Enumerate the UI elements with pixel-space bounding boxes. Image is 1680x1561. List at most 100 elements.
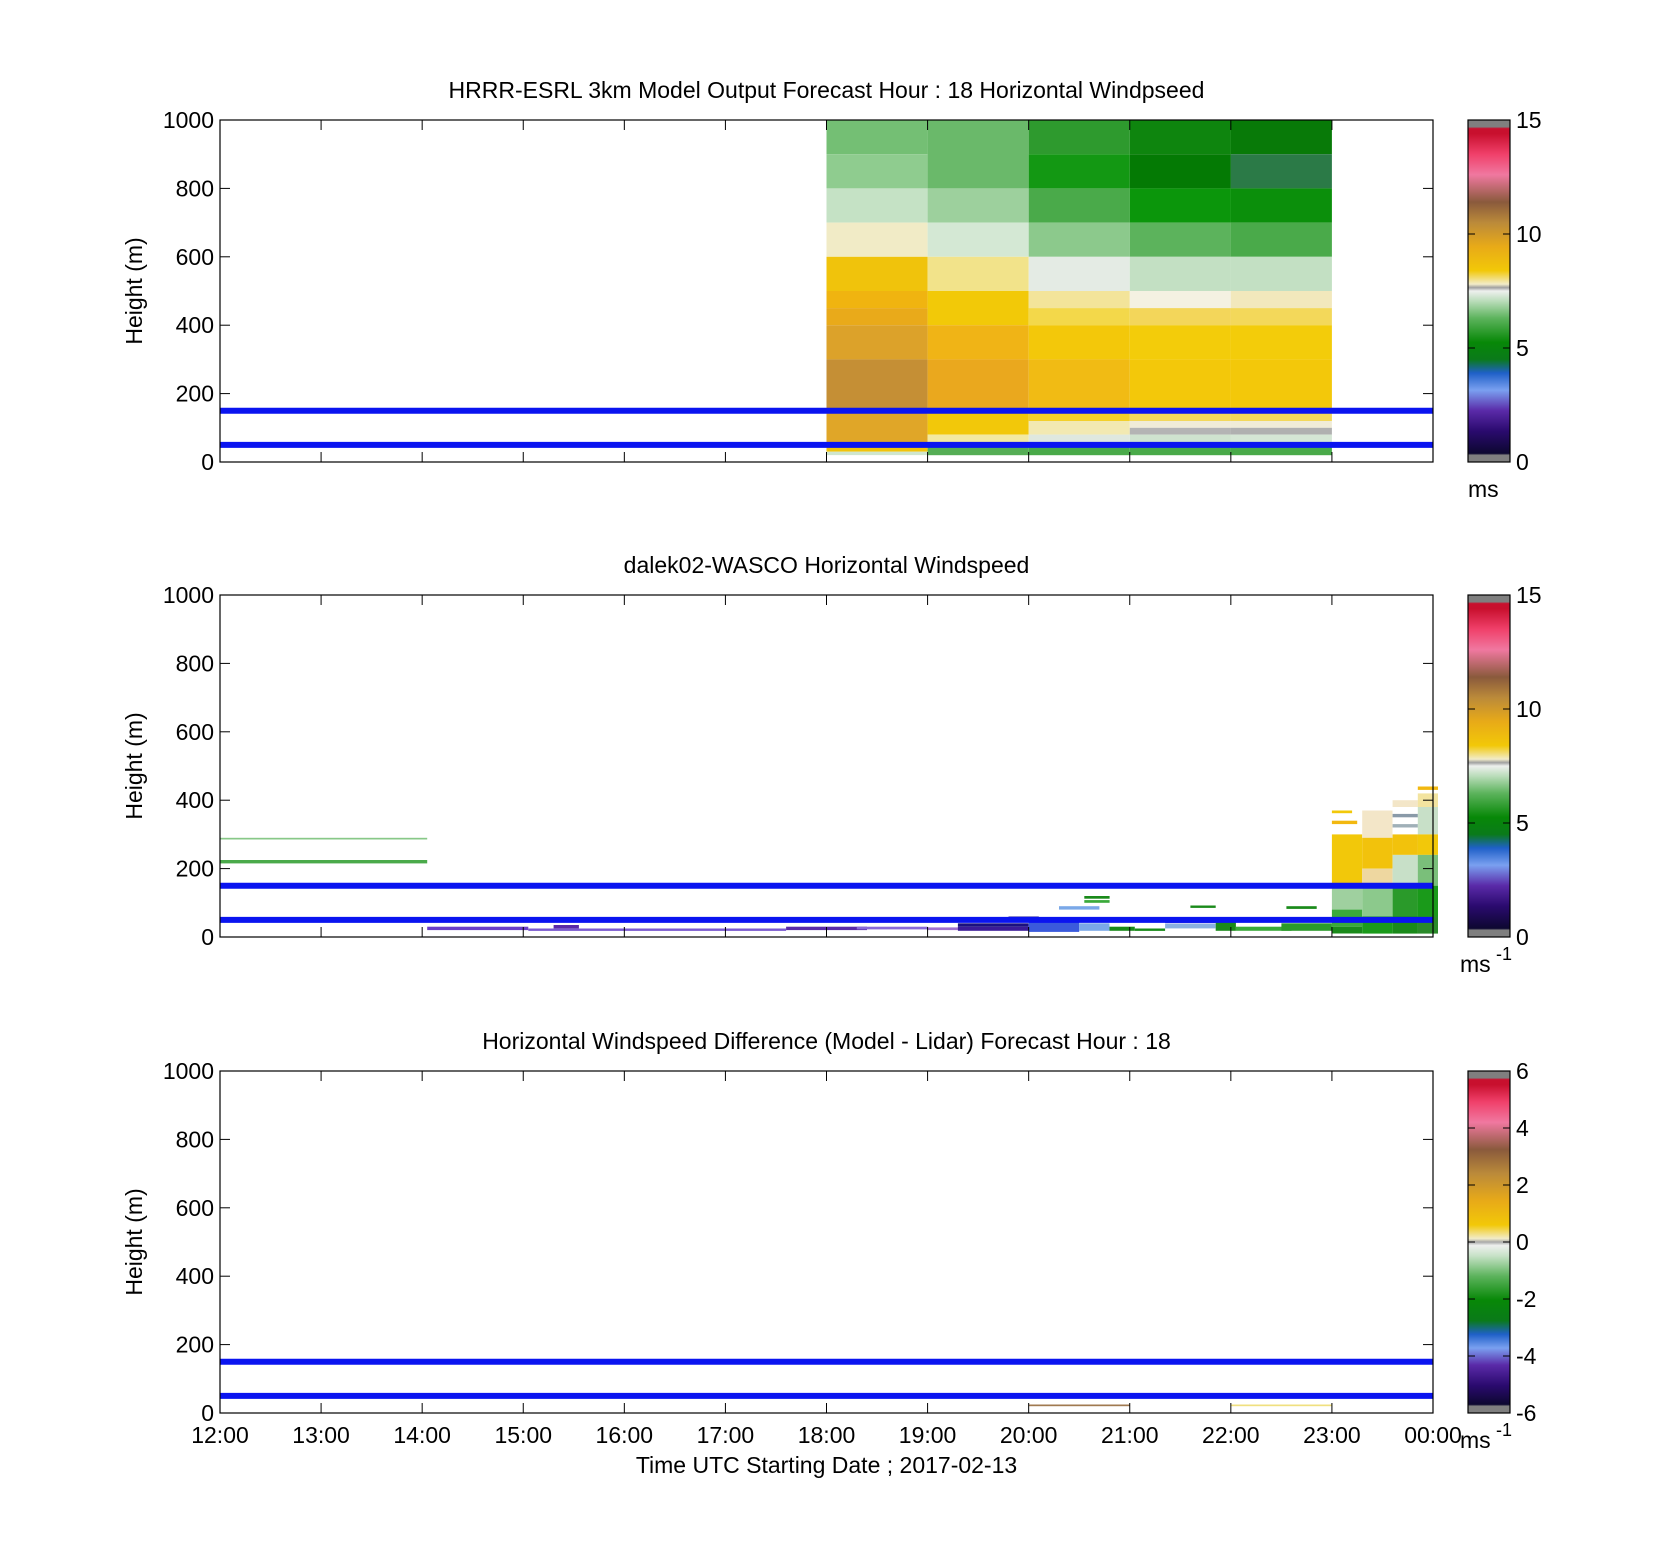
colorbar — [1467, 119, 1511, 463]
data-cell — [826, 291, 928, 309]
data-cell — [1331, 834, 1363, 886]
data-cell — [1230, 359, 1332, 411]
data-cell — [927, 444, 1029, 456]
data-cell — [1417, 885, 1438, 917]
data-cell — [1417, 807, 1438, 835]
y-tick-label: 1000 — [163, 107, 214, 133]
data-cell — [1028, 421, 1130, 435]
colorbar-unit-superscript: -1 — [1496, 1420, 1512, 1440]
y-tick-label: 1000 — [163, 582, 214, 608]
y-tick-label: 400 — [176, 312, 214, 338]
data-cell — [927, 410, 1029, 435]
y-axis-label: Height (m) — [121, 237, 147, 344]
data-cell — [1230, 120, 1332, 155]
y-tick-label: 200 — [176, 856, 214, 882]
data-cell — [957, 923, 1029, 927]
data-cell — [1392, 885, 1418, 917]
colorbar-tick-label: 0 — [1516, 449, 1529, 475]
data-cell — [1235, 926, 1292, 931]
panel-title: dalek02-WASCO Horizontal Windspeed — [624, 552, 1030, 578]
data-cell — [1392, 813, 1418, 818]
colorbar-unit-superscript: -1 — [1496, 944, 1512, 964]
data-cell — [1230, 325, 1332, 360]
data-cell — [927, 222, 1029, 257]
data-cell — [1028, 291, 1130, 309]
data-cell — [1230, 188, 1332, 223]
data-cell — [1362, 885, 1393, 917]
data-cell — [1215, 921, 1236, 931]
data-cell — [1362, 837, 1393, 869]
x-tick-label: 00:00 — [1404, 1422, 1462, 1448]
colorbar-tick-label: -6 — [1516, 1400, 1536, 1426]
x-tick-label: 19:00 — [899, 1422, 957, 1448]
data-cell — [1331, 820, 1358, 825]
data-cell — [1129, 421, 1231, 428]
data-cell — [1028, 308, 1130, 326]
data-cell — [1129, 222, 1231, 257]
x-tick-label: 22:00 — [1202, 1422, 1260, 1448]
y-tick-label: 400 — [176, 1263, 214, 1289]
data-cell — [826, 154, 928, 189]
data-cell — [927, 120, 1029, 189]
data-cell — [1059, 906, 1100, 910]
data-cell — [826, 359, 928, 411]
y-tick-label: 400 — [176, 787, 214, 813]
data-cell — [826, 256, 928, 291]
data-cell — [427, 926, 529, 931]
y-tick-label: 800 — [176, 650, 214, 676]
data-cell — [1230, 1404, 1332, 1407]
colorbar-tick-label: 5 — [1516, 335, 1529, 361]
data-cell — [927, 188, 1029, 223]
x-tick-label: 17:00 — [697, 1422, 755, 1448]
data-cell — [1028, 154, 1130, 189]
data-cell — [1129, 308, 1231, 326]
data-cell — [553, 925, 579, 929]
data-cell — [1084, 896, 1110, 899]
x-tick-label: 23:00 — [1303, 1422, 1361, 1448]
data-cell — [1028, 256, 1130, 291]
data-cell — [1079, 923, 1110, 931]
data-cell — [1230, 427, 1332, 435]
data-cell — [1230, 444, 1332, 456]
y-tick-label: 600 — [176, 719, 214, 745]
data-cell — [1028, 444, 1130, 456]
data-cell — [1230, 421, 1332, 428]
data-cell — [220, 837, 428, 840]
data-cell — [1165, 924, 1216, 929]
data-cell — [1129, 359, 1231, 411]
data-cell — [1028, 325, 1130, 360]
data-cell — [1362, 810, 1393, 838]
panel-2: 0 200 400 600 800 1000 dalek02-WASCO Horizonta… — [121, 552, 1542, 977]
data-cell — [1331, 885, 1363, 910]
data-cell — [1417, 854, 1438, 886]
colorbar-unit: ms — [1460, 951, 1491, 977]
data-cell — [826, 444, 928, 452]
data-cell — [856, 926, 928, 930]
data-cell — [1028, 222, 1130, 257]
colorbar-tick-label: 2 — [1516, 1172, 1529, 1198]
data-cell — [1230, 410, 1332, 421]
data-cell — [927, 291, 1029, 326]
colorbar-unit: ms — [1468, 476, 1499, 502]
data-cell — [826, 222, 928, 257]
data-cell — [1028, 188, 1130, 223]
colorbar-tick-label: -4 — [1516, 1343, 1537, 1369]
data-cell — [1028, 434, 1130, 445]
data-cells — [826, 120, 1332, 456]
colorbar-tick-label: 0 — [1516, 924, 1529, 950]
data-cell — [1392, 824, 1418, 828]
plot-area — [220, 1071, 1433, 1413]
y-axis-label: Height (m) — [121, 1188, 147, 1295]
colorbar-unit: ms — [1460, 1427, 1491, 1453]
data-cell — [1190, 905, 1216, 908]
colorbar-tick-label: 0 — [1516, 1229, 1529, 1255]
y-tick-label: 800 — [176, 175, 214, 201]
panel-title: HRRR-ESRL 3km Model Output Forecast Hour… — [449, 77, 1205, 103]
y-tick-label: 600 — [176, 244, 214, 270]
data-cell — [1134, 928, 1166, 931]
y-tick-label: 200 — [176, 381, 214, 407]
data-cell — [927, 256, 1029, 291]
data-cell — [1028, 359, 1130, 411]
y-tick-label: 200 — [176, 1332, 214, 1358]
